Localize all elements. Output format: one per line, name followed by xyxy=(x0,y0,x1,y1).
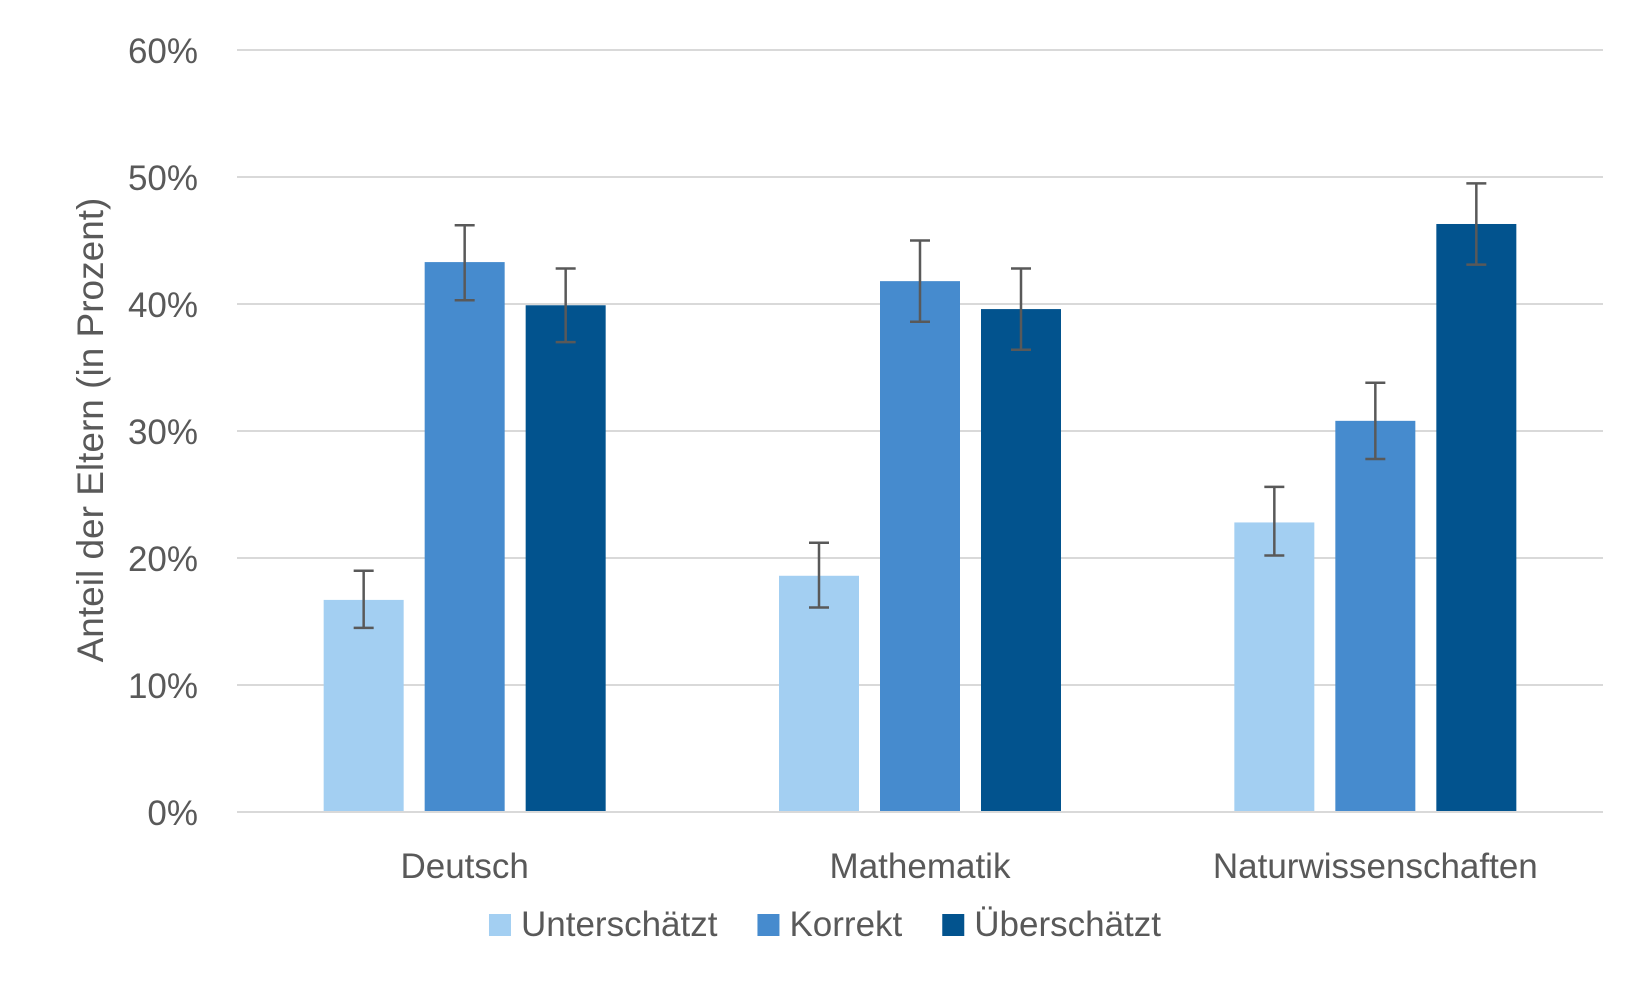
x-category-label: Naturwissenschaften xyxy=(1213,847,1538,886)
y-tick-label: 30% xyxy=(128,413,198,452)
bar xyxy=(424,262,505,813)
error-bars xyxy=(353,182,1487,630)
bar xyxy=(525,305,606,812)
y-tick-label: 10% xyxy=(128,667,198,706)
y-tick-label: 20% xyxy=(128,540,198,579)
y-axis-label: Anteil der Eltern (in Prozent) xyxy=(70,198,111,663)
y-tick-label: 40% xyxy=(128,286,198,325)
bars xyxy=(323,223,1517,813)
legend-label: Überschätzt xyxy=(974,905,1161,944)
legend-swatch xyxy=(942,914,965,936)
y-tick-label: 50% xyxy=(128,159,198,198)
y-tick-label: 60% xyxy=(128,32,198,71)
bar xyxy=(779,575,859,812)
legend-label: Unterschätzt xyxy=(521,905,718,944)
legend: Unterschätzt Korrekt Überschätzt xyxy=(488,905,1161,944)
x-category-label: Mathematik xyxy=(830,847,1011,886)
bar xyxy=(981,309,1061,812)
bar xyxy=(1335,420,1416,812)
bar xyxy=(323,599,404,812)
x-category-label: Deutsch xyxy=(400,847,528,886)
legend-label: Korrekt xyxy=(789,905,902,944)
y-axis-ticks: 0% 10% 20% 30% 40% 50% 60% xyxy=(128,32,198,833)
legend-swatch xyxy=(757,914,780,936)
bar xyxy=(880,281,960,812)
x-axis-categories: Deutsch Mathematik Naturwissenschaften xyxy=(400,847,1537,886)
bar xyxy=(1234,522,1315,812)
legend-swatch xyxy=(488,914,511,936)
bar xyxy=(1436,223,1517,813)
y-tick-label: 0% xyxy=(147,794,198,833)
